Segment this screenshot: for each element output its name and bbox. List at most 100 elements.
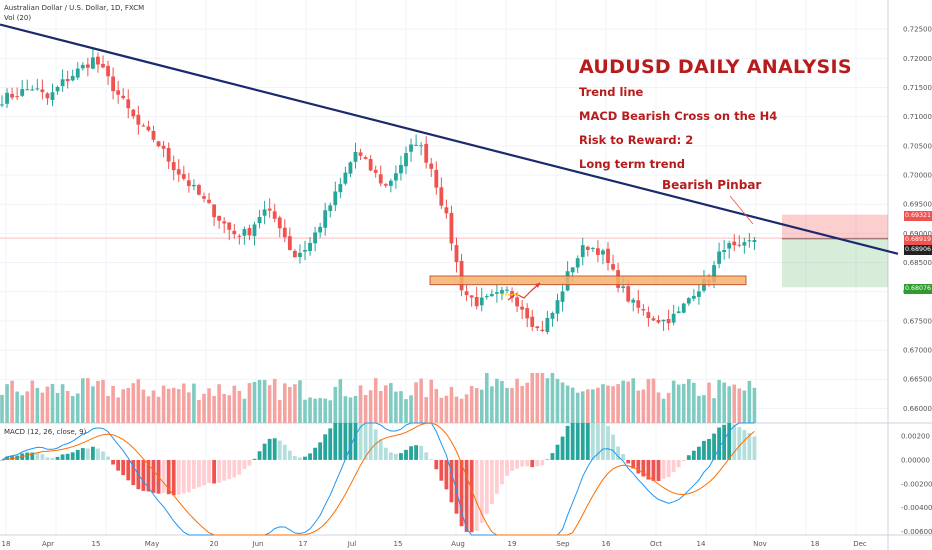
candle-body — [101, 63, 105, 68]
time-tick-label: Aug — [451, 540, 465, 548]
volume-bar — [611, 386, 615, 423]
macd-histogram-bar — [636, 459, 641, 474]
macd-histogram-bar — [540, 459, 545, 466]
candle-body — [697, 291, 701, 297]
macd-histogram-bar — [444, 459, 449, 490]
macd-histogram-bar — [373, 429, 378, 460]
macd-histogram-bar — [449, 459, 454, 503]
volume-bar — [737, 388, 742, 423]
candle-body — [116, 90, 121, 95]
volume-bar — [747, 380, 752, 423]
macd-histogram-bar — [272, 438, 277, 460]
volume-bar — [687, 379, 691, 423]
volume-bar — [727, 386, 731, 423]
candle-body — [358, 152, 363, 156]
macd-histogram-bar — [535, 459, 540, 467]
candle-body — [388, 180, 393, 186]
volume-bar — [479, 389, 484, 423]
volume-bar — [35, 387, 40, 423]
price-tick-label: 0.66000 — [903, 405, 932, 413]
volume-bar — [217, 384, 221, 423]
volume-bar — [641, 389, 646, 423]
candle-body — [287, 236, 292, 251]
volume-bar — [373, 378, 378, 423]
macd-histogram-bar — [277, 440, 282, 460]
volume-bar — [40, 392, 45, 423]
candle-body — [575, 258, 580, 268]
volume-bar — [742, 390, 747, 423]
macd-histogram-bar — [459, 459, 464, 527]
volume-bar — [156, 396, 161, 423]
macd-tick-label: -0.00400 — [901, 504, 932, 512]
macd-histogram-bar — [207, 459, 211, 483]
volume-bar — [540, 373, 545, 423]
volume-bar — [550, 373, 555, 423]
time-tick-label: 17 — [299, 540, 308, 548]
volume-bar — [25, 391, 30, 423]
macd-histogram-bar — [474, 459, 479, 531]
volume-bar — [262, 380, 267, 423]
macd-histogram-bar — [545, 459, 550, 460]
volume-bar — [111, 385, 115, 423]
volume-bar — [449, 386, 454, 423]
candle-body — [75, 68, 80, 78]
macd-histogram-bar — [737, 427, 742, 460]
time-tick-label: Apr — [42, 540, 54, 548]
time-tick-label: 16 — [602, 540, 611, 548]
price-tick-label: 0.72500 — [903, 26, 932, 34]
macd-histogram-bar — [161, 459, 166, 493]
macd-histogram-bar — [510, 459, 514, 471]
volume-bar — [207, 388, 211, 423]
price-axis: 0.72500 0.72000 0.71500 0.71000 0.70500 0.700… — [901, 26, 932, 536]
macd-histogram-bar — [287, 450, 292, 460]
macd-histogram-bar — [394, 453, 398, 460]
macd-histogram-bar — [661, 459, 666, 479]
volume-bar — [338, 379, 343, 423]
volume-bar — [681, 383, 686, 423]
candle-body — [515, 297, 519, 307]
volume-bar — [409, 395, 413, 423]
volume-bar — [10, 380, 14, 423]
macd-histogram-bar — [575, 423, 580, 460]
candle-body — [469, 295, 474, 298]
stop-price-badge: 0.69321 — [904, 211, 932, 221]
macd-histogram-bar — [80, 448, 85, 460]
macd-histogram-bar — [237, 459, 242, 475]
candle-body — [242, 229, 247, 236]
volume-bar — [500, 380, 504, 423]
macd-histogram-bar — [333, 423, 338, 460]
macd-histogram-bar — [232, 459, 237, 478]
volume-bar — [50, 383, 55, 423]
candle-body — [343, 172, 348, 184]
volume-bar — [91, 386, 95, 423]
candle-body — [570, 267, 575, 273]
time-tick-label: Sep — [556, 540, 570, 548]
macd-histogram-bar — [328, 428, 333, 460]
candle-body — [10, 93, 14, 98]
candle-body — [474, 297, 479, 307]
candle-body — [247, 227, 252, 236]
time-tick-label: 20 — [210, 540, 219, 548]
volume-bar — [565, 385, 570, 423]
volume-bar — [363, 395, 368, 423]
candle-body — [686, 298, 691, 304]
candle-body — [737, 244, 742, 246]
candle-body — [414, 144, 418, 146]
macd-histogram-bar — [404, 449, 408, 460]
macd-histogram-bar — [671, 459, 676, 473]
candle-body — [722, 250, 727, 252]
macd-histogram-bar — [414, 445, 418, 460]
candle-body — [378, 174, 383, 184]
macd-histogram-bar — [257, 451, 262, 460]
volume-label: Vol (20) — [4, 14, 32, 22]
candle-body — [444, 207, 449, 214]
candle-body — [712, 265, 716, 283]
symbol-line: Australian Dollar / U.S. Dollar, 1D, FXC… — [4, 4, 145, 12]
candle-body — [368, 159, 373, 171]
volume-bar — [293, 384, 297, 423]
volume-bar — [242, 398, 247, 423]
candle-body — [323, 210, 328, 228]
candle-body — [580, 245, 585, 258]
